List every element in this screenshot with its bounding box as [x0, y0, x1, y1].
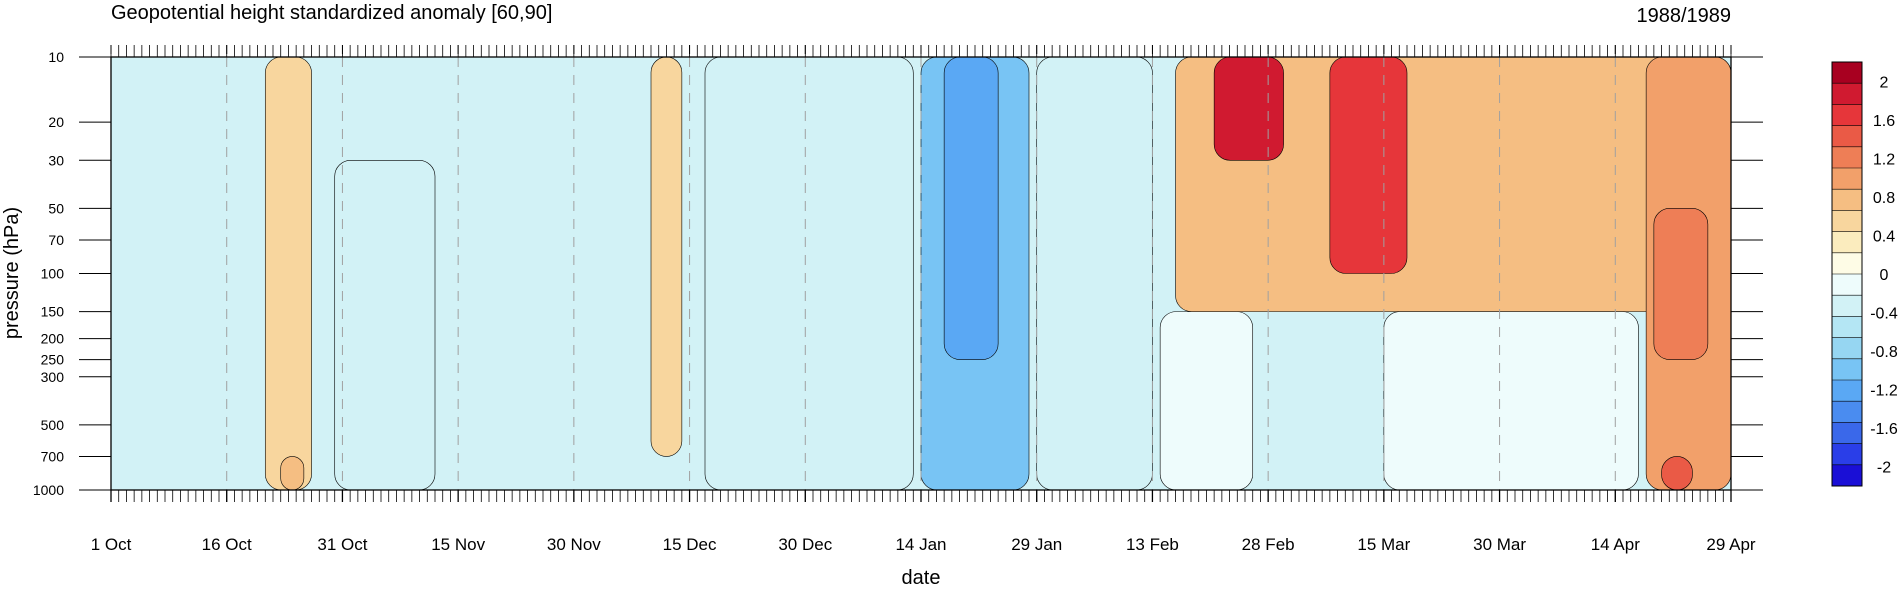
colorbar: 2 1.6 1.2 0.8 0.4 0 -0.4 -0.8 -1.2 -1.6 -2: [1831, 61, 1898, 487]
anomaly-field: [264, 57, 1731, 490]
colorbar-swatch: [1832, 401, 1862, 423]
colorbar-swatch: [1832, 464, 1862, 487]
colorbar-swatch: [1832, 62, 1862, 84]
x-tick-label: 31 Oct: [317, 535, 367, 554]
x-tick-label: 14 Jan: [895, 535, 946, 554]
y-tick-label: 10: [48, 49, 64, 65]
x-tick-label: 29 Jan: [1011, 535, 1062, 554]
colorbar-label: -0.4: [1870, 306, 1898, 323]
y-tick-label: 1000: [33, 482, 64, 498]
colorbar-label: -0.8: [1870, 344, 1898, 361]
y-tick-label: 250: [41, 352, 65, 368]
colorbar-label: 0: [1880, 267, 1889, 284]
y-tick-label: 20: [48, 114, 64, 130]
anomaly-feature: [280, 456, 305, 490]
y-tick-label: 30: [48, 152, 64, 168]
colorbar-swatch: [1832, 443, 1862, 466]
colorbar-swatch: [1832, 337, 1862, 360]
anomaly-feature: [1383, 311, 1639, 490]
plot-area: [111, 57, 1731, 490]
colorbar-frame: [1831, 61, 1863, 487]
colorbar-swatch: [1832, 104, 1862, 126]
date-gridlines: [226, 57, 1616, 490]
y-tick-label: 70: [48, 232, 64, 248]
y-tick-label: 500: [41, 417, 65, 433]
colorbar-swatch: [1832, 274, 1862, 296]
x-tick-label: 15 Mar: [1357, 535, 1410, 554]
x-tick-label: 28 Feb: [1242, 535, 1295, 554]
colorbar-label: 0.4: [1873, 228, 1895, 245]
anomaly-feature: [650, 57, 683, 457]
y-tick-label: 100: [41, 266, 65, 282]
anomaly-feature: [704, 57, 914, 490]
colorbar-swatch: [1832, 231, 1862, 254]
colorbar-label: -1.6: [1870, 421, 1898, 438]
x-tick-label: 30 Dec: [778, 535, 832, 554]
x-tick-label: 15 Dec: [663, 535, 717, 554]
colorbar-swatch: [1832, 316, 1862, 338]
y-tick-label: 300: [41, 369, 65, 385]
colorbar-label: 2: [1880, 74, 1889, 91]
y-tick-label: 50: [48, 200, 64, 216]
colorbar-swatch: [1832, 252, 1862, 275]
colorbar-label: 1.2: [1873, 151, 1895, 168]
x-tick-label: 30 Nov: [547, 535, 601, 554]
colorbar-swatch: [1832, 146, 1862, 169]
anomaly-feature: [1213, 57, 1284, 161]
chart-title: Geopotential height standardized anomaly…: [111, 2, 552, 24]
anomaly-feature: [1653, 208, 1709, 360]
colorbar-swatch: [1832, 168, 1862, 190]
colorbar-swatch: [1832, 210, 1862, 232]
colorbar-swatch: [1832, 125, 1862, 148]
colorbar-swatch: [1832, 380, 1862, 402]
x-tick-label: 14 Apr: [1591, 535, 1640, 554]
y-tick-label: 700: [41, 448, 65, 464]
anomaly-feature: [1329, 57, 1408, 274]
colorbar-label: 1.6: [1873, 113, 1895, 130]
y-tick-label: 200: [41, 331, 65, 347]
x-axis-label: date: [902, 567, 941, 589]
anomaly-feature: [264, 57, 312, 490]
anomaly-feature: [1036, 57, 1153, 490]
season-label: 1988/1989: [1636, 5, 1731, 27]
colorbar-label: 0.8: [1873, 190, 1895, 207]
colorbar-swatch: [1832, 295, 1862, 317]
y-tick-label: 150: [41, 304, 65, 320]
x-tick-label: 1 Oct: [91, 535, 132, 554]
anomaly-feature: [334, 160, 436, 490]
colorbar-label: -1.2: [1870, 383, 1898, 400]
y-axis-label: pressure (hPa): [1, 207, 23, 339]
anomaly-feature: [1661, 456, 1693, 490]
colorbar-label: -2: [1877, 460, 1891, 477]
x-tick-label: 13 Feb: [1126, 535, 1179, 554]
colorbar-swatch: [1832, 358, 1862, 381]
colorbar-swatch: [1832, 189, 1862, 211]
minor-tick-marks: [110, 45, 1732, 502]
colorbar-swatch: [1832, 83, 1862, 105]
x-tick-label: 15 Nov: [431, 535, 485, 554]
anomaly-feature: [943, 57, 999, 360]
x-tick-label: 30 Mar: [1473, 535, 1526, 554]
x-axis: 1 Oct 16 Oct 31 Oct 15 Nov 30 Nov 15 Dec 30 De…: [91, 45, 1756, 554]
anomaly-feature: [1159, 311, 1254, 490]
x-tick-label: 29 Apr: [1706, 535, 1755, 554]
x-tick-label: 16 Oct: [202, 535, 252, 554]
colorbar-swatch: [1832, 422, 1862, 444]
